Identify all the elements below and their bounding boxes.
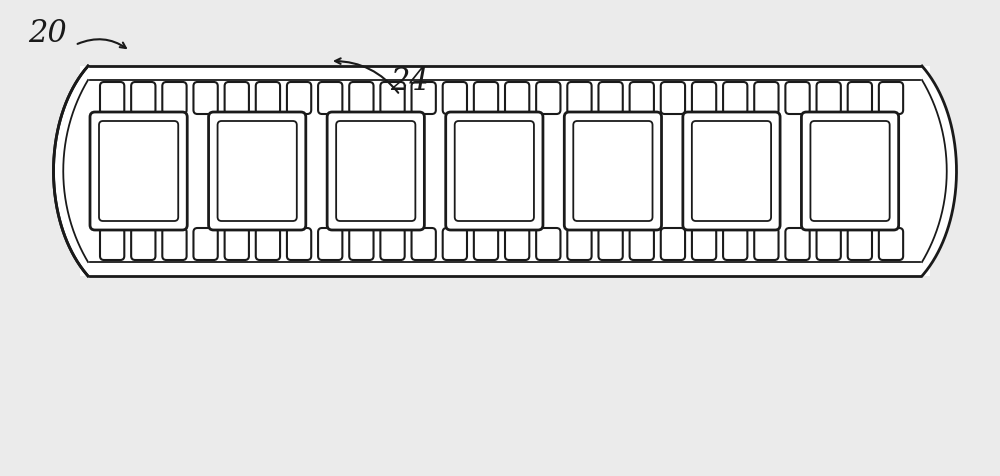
FancyBboxPatch shape (801, 112, 899, 230)
FancyBboxPatch shape (754, 228, 779, 260)
FancyBboxPatch shape (723, 82, 747, 114)
FancyBboxPatch shape (785, 228, 810, 260)
FancyBboxPatch shape (474, 228, 498, 260)
FancyBboxPatch shape (505, 228, 529, 260)
FancyBboxPatch shape (810, 121, 890, 221)
FancyBboxPatch shape (380, 82, 405, 114)
FancyBboxPatch shape (692, 121, 771, 221)
FancyBboxPatch shape (879, 82, 903, 114)
FancyBboxPatch shape (817, 82, 841, 114)
FancyBboxPatch shape (349, 228, 374, 260)
Polygon shape (54, 66, 90, 276)
FancyBboxPatch shape (349, 82, 374, 114)
FancyBboxPatch shape (598, 228, 623, 260)
FancyBboxPatch shape (90, 112, 187, 230)
FancyBboxPatch shape (446, 112, 543, 230)
FancyBboxPatch shape (100, 228, 124, 260)
FancyBboxPatch shape (692, 228, 716, 260)
FancyBboxPatch shape (318, 82, 342, 114)
FancyBboxPatch shape (256, 82, 280, 114)
FancyBboxPatch shape (287, 82, 311, 114)
Polygon shape (922, 66, 956, 276)
FancyBboxPatch shape (209, 112, 306, 230)
FancyBboxPatch shape (327, 112, 424, 230)
FancyBboxPatch shape (692, 82, 716, 114)
FancyBboxPatch shape (131, 82, 155, 114)
FancyBboxPatch shape (817, 228, 841, 260)
FancyBboxPatch shape (455, 121, 534, 221)
FancyBboxPatch shape (754, 82, 779, 114)
FancyBboxPatch shape (100, 82, 124, 114)
FancyBboxPatch shape (879, 228, 903, 260)
FancyBboxPatch shape (318, 228, 342, 260)
FancyBboxPatch shape (723, 228, 747, 260)
FancyBboxPatch shape (162, 228, 187, 260)
FancyBboxPatch shape (162, 82, 187, 114)
FancyBboxPatch shape (564, 112, 662, 230)
FancyBboxPatch shape (412, 82, 436, 114)
FancyBboxPatch shape (598, 82, 623, 114)
FancyBboxPatch shape (218, 121, 297, 221)
Text: 24: 24 (390, 66, 429, 97)
FancyBboxPatch shape (630, 82, 654, 114)
FancyBboxPatch shape (474, 82, 498, 114)
FancyBboxPatch shape (848, 82, 872, 114)
FancyBboxPatch shape (567, 82, 592, 114)
FancyBboxPatch shape (287, 228, 311, 260)
Bar (80, 66, 930, 276)
FancyBboxPatch shape (193, 228, 218, 260)
FancyBboxPatch shape (380, 228, 405, 260)
FancyBboxPatch shape (225, 82, 249, 114)
FancyBboxPatch shape (225, 228, 249, 260)
Text: 20: 20 (28, 18, 67, 49)
FancyBboxPatch shape (661, 82, 685, 114)
FancyBboxPatch shape (785, 82, 810, 114)
FancyBboxPatch shape (412, 228, 436, 260)
FancyBboxPatch shape (683, 112, 780, 230)
FancyBboxPatch shape (336, 121, 415, 221)
FancyBboxPatch shape (443, 228, 467, 260)
FancyBboxPatch shape (505, 82, 529, 114)
FancyBboxPatch shape (661, 228, 685, 260)
FancyBboxPatch shape (848, 228, 872, 260)
FancyBboxPatch shape (536, 82, 560, 114)
FancyBboxPatch shape (443, 82, 467, 114)
FancyBboxPatch shape (193, 82, 218, 114)
FancyBboxPatch shape (256, 228, 280, 260)
FancyBboxPatch shape (573, 121, 653, 221)
FancyBboxPatch shape (567, 228, 592, 260)
FancyBboxPatch shape (99, 121, 178, 221)
FancyBboxPatch shape (536, 228, 560, 260)
FancyBboxPatch shape (630, 228, 654, 260)
FancyBboxPatch shape (131, 228, 155, 260)
